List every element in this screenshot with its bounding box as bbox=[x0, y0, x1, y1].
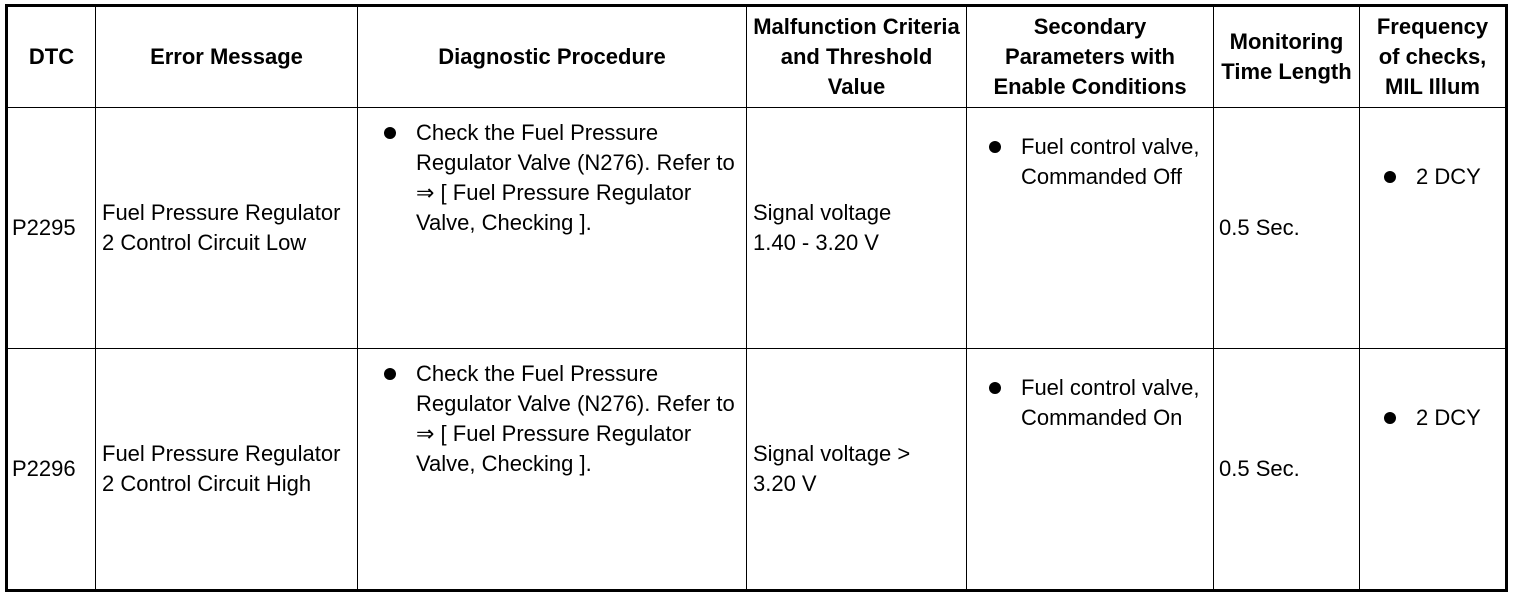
table-row: P2296 Fuel Pressure Regulator 2 Control … bbox=[6, 348, 1507, 591]
header-row: DTC Error Message Diagnostic Procedure M… bbox=[6, 5, 1507, 108]
secondary-parameters: Fuel control valve, Commanded Off bbox=[966, 107, 1214, 349]
bullet-icon bbox=[989, 141, 1001, 153]
error-message: Fuel Pressure Regulator 2 Control Circui… bbox=[95, 348, 358, 591]
frequency: 2 DCY bbox=[1359, 107, 1507, 349]
monitoring-time: 0.5 Sec. bbox=[1213, 107, 1360, 349]
header-frequency: Frequency of checks, MIL Illum bbox=[1359, 5, 1507, 108]
bullet-icon bbox=[384, 127, 396, 139]
header-dtc: DTC bbox=[6, 5, 96, 108]
header-malfunction-criteria: Malfunction Criteria and Threshold Value bbox=[746, 5, 967, 108]
table-row: P2295 Fuel Pressure Regulator 2 Control … bbox=[6, 107, 1507, 349]
secondary-text: Fuel control valve, Commanded Off bbox=[1021, 134, 1200, 189]
dtc-code: P2295 bbox=[6, 107, 96, 349]
malfunction-criteria: Signal voltage > 3.20 V bbox=[746, 348, 967, 591]
bullet-icon bbox=[384, 368, 396, 380]
frequency-text: 2 DCY bbox=[1416, 164, 1481, 189]
criteria-text: Signal voltage > 3.20 V bbox=[753, 441, 911, 496]
diagnostic-procedure: Check the Fuel Pressure Regulator Valve … bbox=[357, 107, 747, 349]
monitoring-time: 0.5 Sec. bbox=[1213, 348, 1360, 591]
criteria-text: Signal voltage 1.40 - 3.20 V bbox=[753, 200, 892, 255]
bullet-icon bbox=[1384, 171, 1396, 183]
frequency: 2 DCY bbox=[1359, 348, 1507, 591]
header-diagnostic-procedure: Diagnostic Procedure bbox=[357, 5, 747, 108]
malfunction-criteria: Signal voltage 1.40 - 3.20 V bbox=[746, 107, 967, 349]
header-error-message: Error Message bbox=[95, 5, 358, 108]
dtc-table: DTC Error Message Diagnostic Procedure M… bbox=[5, 4, 1508, 592]
procedure-text: Check the Fuel Pressure Regulator Valve … bbox=[416, 120, 735, 235]
secondary-text: Fuel control valve, Commanded On bbox=[1021, 375, 1200, 430]
error-message: Fuel Pressure Regulator 2 Control Circui… bbox=[95, 107, 358, 349]
header-monitoring-time: Monitoring Time Length bbox=[1213, 5, 1360, 108]
bullet-icon bbox=[989, 382, 1001, 394]
diagnostic-procedure: Check the Fuel Pressure Regulator Valve … bbox=[357, 348, 747, 591]
dtc-code: P2296 bbox=[6, 348, 96, 591]
procedure-text: Check the Fuel Pressure Regulator Valve … bbox=[416, 361, 735, 476]
frequency-text: 2 DCY bbox=[1416, 405, 1481, 430]
bullet-icon bbox=[1384, 412, 1396, 424]
secondary-parameters: Fuel control valve, Commanded On bbox=[966, 348, 1214, 591]
header-secondary-parameters: Secondary Parameters with Enable Conditi… bbox=[966, 5, 1214, 108]
